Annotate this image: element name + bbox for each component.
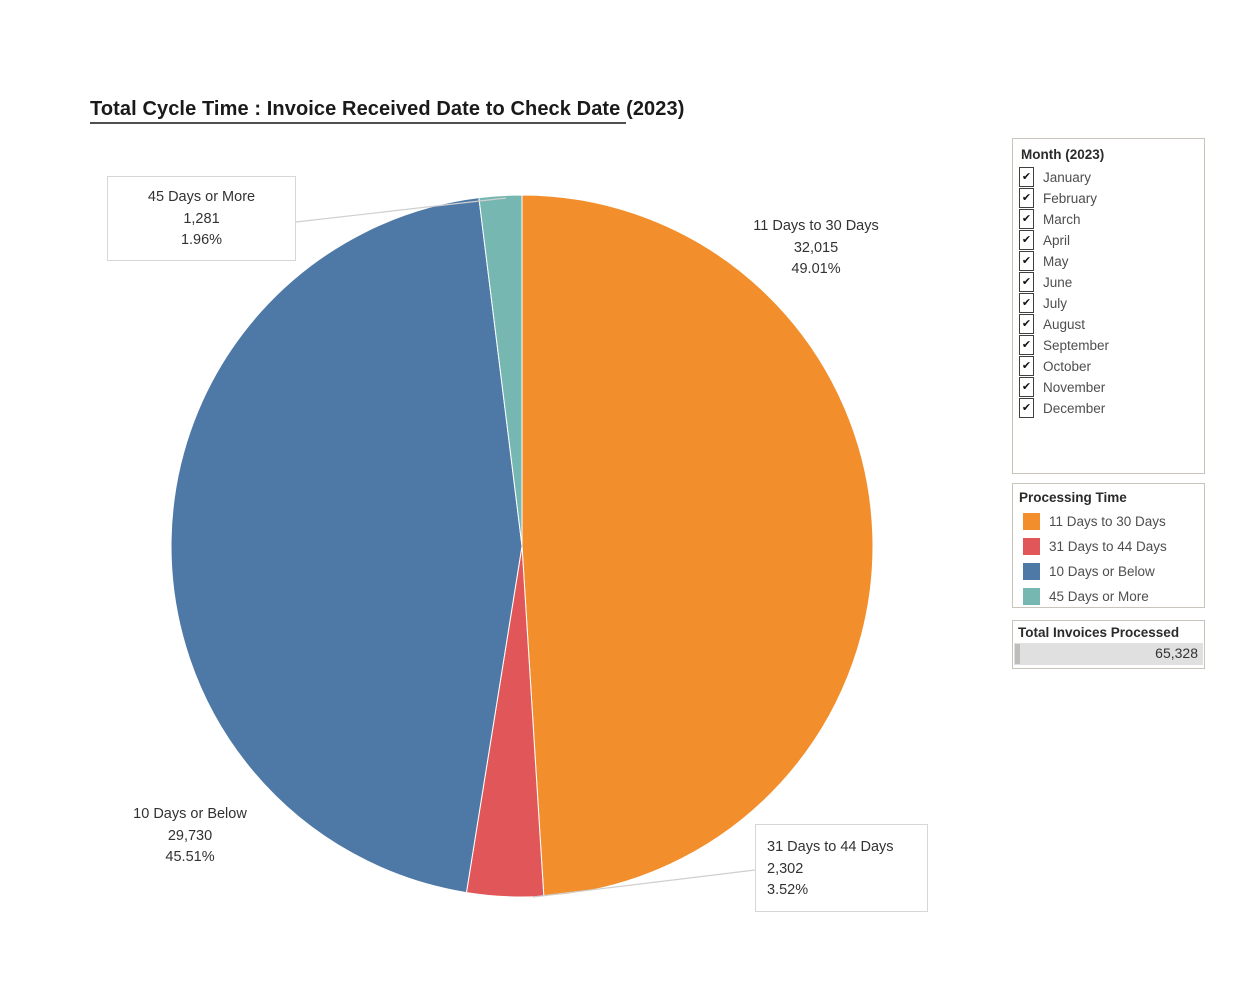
pie-label-percent: 1.96% <box>180 232 223 248</box>
check-icon: ✔ <box>1021 359 1032 372</box>
legend-item-11-to-30-days[interactable]: 11 Days to 30 Days <box>1019 509 1200 534</box>
checkbox-checked-icon[interactable]: ✔ <box>1019 314 1034 334</box>
month-filter-title: Month (2023) <box>1021 147 1105 162</box>
check-icon: ✔ <box>1021 317 1032 330</box>
page-title: Total Cycle Time : Invoice Received Date… <box>90 98 685 124</box>
legend-item-31-to-44-days[interactable]: 31 Days to 44 Days <box>1019 534 1200 559</box>
check-icon: ✔ <box>1021 254 1032 267</box>
month-checkbox-row-october[interactable]: ✔ October <box>1019 356 1200 377</box>
month-checkbox-row-april[interactable]: ✔ April <box>1019 230 1200 251</box>
month-filter-panel: Month (2023) ✔ January ✔ February ✔ Marc… <box>1012 138 1205 474</box>
check-icon: ✔ <box>1021 233 1032 246</box>
month-checkbox-row-june[interactable]: ✔ June <box>1019 272 1200 293</box>
pie-label-category: 11 Days to 30 Days <box>753 218 879 234</box>
month-checkbox-row-january[interactable]: ✔ January <box>1019 167 1200 188</box>
checkbox-checked-icon[interactable]: ✔ <box>1019 272 1034 292</box>
pie-label-value: 1,281 <box>183 210 220 227</box>
pie-label-11-to-30-days: 11 Days to 30 Days 32,015 49.01% <box>726 216 906 281</box>
month-label: February <box>1043 191 1098 206</box>
processing-time-legend: Processing Time 11 Days to 30 Days 31 Da… <box>1012 483 1205 608</box>
legend-item-10-days-or-below[interactable]: 10 Days or Below <box>1019 559 1200 584</box>
total-invoices-value: 65,328 <box>1155 645 1198 661</box>
month-label: May <box>1043 254 1069 269</box>
month-checkbox-row-march[interactable]: ✔ March <box>1019 209 1200 230</box>
check-icon: ✔ <box>1021 401 1032 414</box>
legend-swatch-red <box>1023 538 1040 555</box>
pie-slices <box>170 194 874 898</box>
check-icon: ✔ <box>1021 296 1032 309</box>
pie-label-category: 45 Days or More <box>147 189 256 205</box>
month-label: August <box>1043 317 1086 332</box>
legend-swatch-orange <box>1023 513 1040 530</box>
month-checkbox-row-november[interactable]: ✔ November <box>1019 377 1200 398</box>
legend-label: 31 Days to 44 Days <box>1049 539 1167 554</box>
pie-callout-45-days-or-more: 45 Days or More 1,281 1.96% <box>107 176 296 261</box>
legend-swatch-teal <box>1023 588 1040 605</box>
checkbox-checked-icon[interactable]: ✔ <box>1019 251 1034 271</box>
check-icon: ✔ <box>1021 275 1032 288</box>
month-label: September <box>1043 338 1110 353</box>
checkbox-checked-icon[interactable]: ✔ <box>1019 209 1034 229</box>
checkbox-checked-icon[interactable]: ✔ <box>1019 356 1034 376</box>
pie-label-value: 32,015 <box>793 239 839 256</box>
checkbox-checked-icon[interactable]: ✔ <box>1019 398 1034 418</box>
pie-label-category: 31 Days to 44 Days <box>767 839 894 855</box>
checkbox-checked-icon[interactable]: ✔ <box>1019 188 1034 208</box>
month-checkbox-row-september[interactable]: ✔ September <box>1019 335 1200 356</box>
check-icon: ✔ <box>1021 338 1032 351</box>
page-title-suffix: (2023) <box>626 98 685 120</box>
pie-label-percent: 45.51% <box>165 849 215 865</box>
pie-label-category: 10 Days or Below <box>133 806 247 822</box>
pie-callout-31-to-44-days: 31 Days to 44 Days 2,302 3.52% <box>755 824 928 912</box>
check-icon: ✔ <box>1021 212 1032 225</box>
total-invoices-panel: Total Invoices Processed 65,328 <box>1012 620 1205 669</box>
checkbox-checked-icon[interactable]: ✔ <box>1019 377 1034 397</box>
month-label: June <box>1043 275 1073 290</box>
pie-slice-11-days-to-30-days[interactable] <box>521 194 874 897</box>
check-icon: ✔ <box>1021 380 1032 393</box>
month-checkbox-row-may[interactable]: ✔ May <box>1019 251 1200 272</box>
month-checkbox-row-july[interactable]: ✔ July <box>1019 293 1200 314</box>
page-title-underlined: Total Cycle Time : Invoice Received Date… <box>90 98 627 124</box>
pie-label-percent: 49.01% <box>791 261 841 277</box>
legend-label: 10 Days or Below <box>1049 564 1155 579</box>
pie-slice-10-days-or-below[interactable] <box>170 197 523 894</box>
checkbox-checked-icon[interactable]: ✔ <box>1019 167 1034 187</box>
check-icon: ✔ <box>1021 191 1032 204</box>
month-label: March <box>1043 212 1081 227</box>
legend-label: 45 Days or More <box>1049 589 1149 604</box>
checkbox-checked-icon[interactable]: ✔ <box>1019 335 1034 355</box>
legend-title: Processing Time <box>1019 490 1127 505</box>
month-label: July <box>1043 296 1068 311</box>
month-label: April <box>1043 233 1071 248</box>
month-checkbox-row-february[interactable]: ✔ February <box>1019 188 1200 209</box>
total-invoices-value-box: 65,328 <box>1014 643 1203 665</box>
pie-label-value: 29,730 <box>167 827 213 844</box>
legend-item-45-days-or-more[interactable]: 45 Days or More <box>1019 584 1200 609</box>
month-label: November <box>1043 380 1106 395</box>
checkbox-checked-icon[interactable]: ✔ <box>1019 230 1034 250</box>
month-label: January <box>1043 170 1092 185</box>
legend-label: 11 Days to 30 Days <box>1049 514 1166 529</box>
value-box-handle <box>1015 644 1020 664</box>
month-label: December <box>1043 401 1106 416</box>
month-label: October <box>1043 359 1092 374</box>
check-icon: ✔ <box>1021 170 1032 183</box>
legend-swatch-blue <box>1023 563 1040 580</box>
month-checkbox-row-august[interactable]: ✔ August <box>1019 314 1200 335</box>
pie-label-value: 2,302 <box>767 860 804 877</box>
pie-label-percent: 3.52% <box>767 882 809 898</box>
pie-slice-45-days-or-more[interactable] <box>478 194 523 547</box>
pie-label-10-days-or-below: 10 Days or Below 29,730 45.51% <box>100 804 280 869</box>
callout-leader-line-45-days <box>295 197 507 223</box>
checkbox-checked-icon[interactable]: ✔ <box>1019 293 1034 313</box>
total-invoices-title: Total Invoices Processed <box>1018 625 1180 640</box>
month-checkbox-row-december[interactable]: ✔ December <box>1019 398 1200 419</box>
callout-leader-line-31-44-days <box>532 869 756 898</box>
